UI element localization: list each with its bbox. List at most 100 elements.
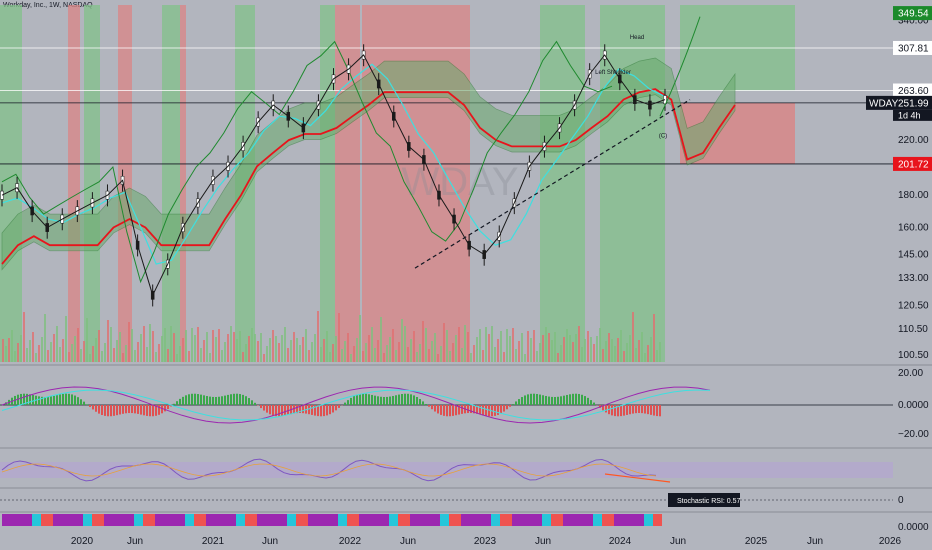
strip-bar-66 xyxy=(200,514,203,526)
volume-bar-102 xyxy=(308,350,310,362)
volume-bar-30 xyxy=(92,346,94,362)
strip-bar-162 xyxy=(488,514,491,526)
macd-line xyxy=(1,386,711,424)
macd-hist-82 xyxy=(248,398,250,405)
volume-bar-59 xyxy=(179,346,181,362)
macd-hist-38 xyxy=(116,405,118,416)
macd-tick-0: 20.00 xyxy=(898,368,923,379)
macd-hist-186 xyxy=(560,396,562,405)
volume-bar-29 xyxy=(89,354,91,362)
volume-bar-84 xyxy=(254,334,256,362)
strip-bar-101 xyxy=(305,514,308,526)
strip-bar-153 xyxy=(461,514,464,526)
volume-bar-107 xyxy=(323,339,325,362)
macd-hist-70 xyxy=(212,396,214,405)
macd-hist-18 xyxy=(56,395,58,405)
strip-bar-69 xyxy=(209,514,212,526)
volume-bar-62 xyxy=(188,351,190,362)
strip-bar-124 xyxy=(374,514,377,526)
y-tick-0: 340.00 xyxy=(898,16,929,27)
volume-bar-73 xyxy=(221,350,223,362)
macd-hist-215 xyxy=(647,405,649,415)
macd-hist-179 xyxy=(539,394,541,405)
volume-bar-190 xyxy=(572,342,574,362)
macd-hist-31 xyxy=(95,405,97,412)
macd-hist-29 xyxy=(89,405,91,407)
volume-bar-176 xyxy=(530,338,532,362)
strip-bar-171 xyxy=(515,514,518,526)
macd-hist-166 xyxy=(500,405,502,414)
strip-bar-152 xyxy=(458,514,461,526)
strip-bar-164 xyxy=(494,514,497,526)
macd-hist-5 xyxy=(17,394,19,405)
volume-bar-103 xyxy=(311,342,313,362)
volume-bar-158 xyxy=(476,337,478,362)
strip-bar-167 xyxy=(503,514,506,526)
volume-bar-156 xyxy=(470,353,472,362)
macd-hist-200 xyxy=(602,405,604,411)
macd-hist-86 xyxy=(260,405,262,409)
volume-bar-163 xyxy=(491,326,493,362)
macd-hist-52 xyxy=(158,405,160,415)
strip-bar-96 xyxy=(290,514,293,526)
macd-hist-130 xyxy=(392,395,394,405)
x-tick-9: Jun xyxy=(670,536,686,547)
strip-bar-63 xyxy=(191,514,194,526)
macd-hist-24 xyxy=(74,395,76,405)
strip-bar-175 xyxy=(527,514,530,526)
macd-hist-19 xyxy=(59,394,61,405)
macd-hist-177 xyxy=(533,393,535,405)
volume-bar-175 xyxy=(527,331,529,362)
zone-1 xyxy=(68,5,80,362)
macd-hist-158 xyxy=(476,405,478,414)
macd-hist-56 xyxy=(170,405,172,407)
volume-bar-177 xyxy=(533,330,535,362)
annotation-left-shoulder: Left Shoulder xyxy=(595,70,631,76)
macd-hist-50 xyxy=(152,405,154,417)
annotation-c: (C) xyxy=(659,134,667,140)
volume-bar-97 xyxy=(293,332,295,362)
macd-hist-64 xyxy=(194,393,196,405)
macd-hist-118 xyxy=(356,394,358,405)
volume-bar-77 xyxy=(233,332,235,362)
rsi-line xyxy=(1,458,657,482)
strip-bar-60 xyxy=(182,514,185,526)
macd-hist-214 xyxy=(644,405,646,414)
macd-hist-194 xyxy=(584,396,586,405)
macd-hist-62 xyxy=(188,394,190,405)
macd-hist-94 xyxy=(284,405,286,416)
strip-bar-213 xyxy=(641,514,644,526)
macd-hist-175 xyxy=(527,394,529,405)
volume-bar-174 xyxy=(524,354,526,362)
strip-bar-67 xyxy=(203,514,206,526)
volume-bar-173 xyxy=(521,333,523,362)
strip-bar-21 xyxy=(65,514,68,526)
macd-hist-153 xyxy=(461,405,463,414)
strip-bar-170 xyxy=(512,514,515,526)
volume-bar-81 xyxy=(245,344,247,362)
strip-bar-64 xyxy=(194,514,197,526)
macd-hist-59 xyxy=(179,398,181,405)
volume-bar-131 xyxy=(395,350,397,362)
volume-bar-92 xyxy=(278,343,280,362)
macd-hist-123 xyxy=(371,394,373,405)
macd-hist-65 xyxy=(197,394,199,405)
volume-bar-189 xyxy=(569,335,571,362)
volume-bar-186 xyxy=(560,345,562,362)
volume-bar-146 xyxy=(440,346,442,362)
volume-bar-140 xyxy=(422,321,424,362)
volume-bar-56 xyxy=(170,326,172,362)
macd-hist-147 xyxy=(443,405,445,416)
macd-hist-114 xyxy=(344,402,346,405)
strip-bar-149 xyxy=(449,514,452,526)
volume-bar-178 xyxy=(536,351,538,362)
x-tick-0: 2020 xyxy=(71,536,94,547)
volume-bar-117 xyxy=(353,346,355,362)
strip-bar-193 xyxy=(581,514,584,526)
macd-hist-152 xyxy=(458,405,460,415)
strip-bar-132 xyxy=(398,514,401,526)
macd-hist-161 xyxy=(485,405,487,416)
symbol-tag-bg xyxy=(866,95,893,110)
strip-bar-40 xyxy=(122,514,125,526)
